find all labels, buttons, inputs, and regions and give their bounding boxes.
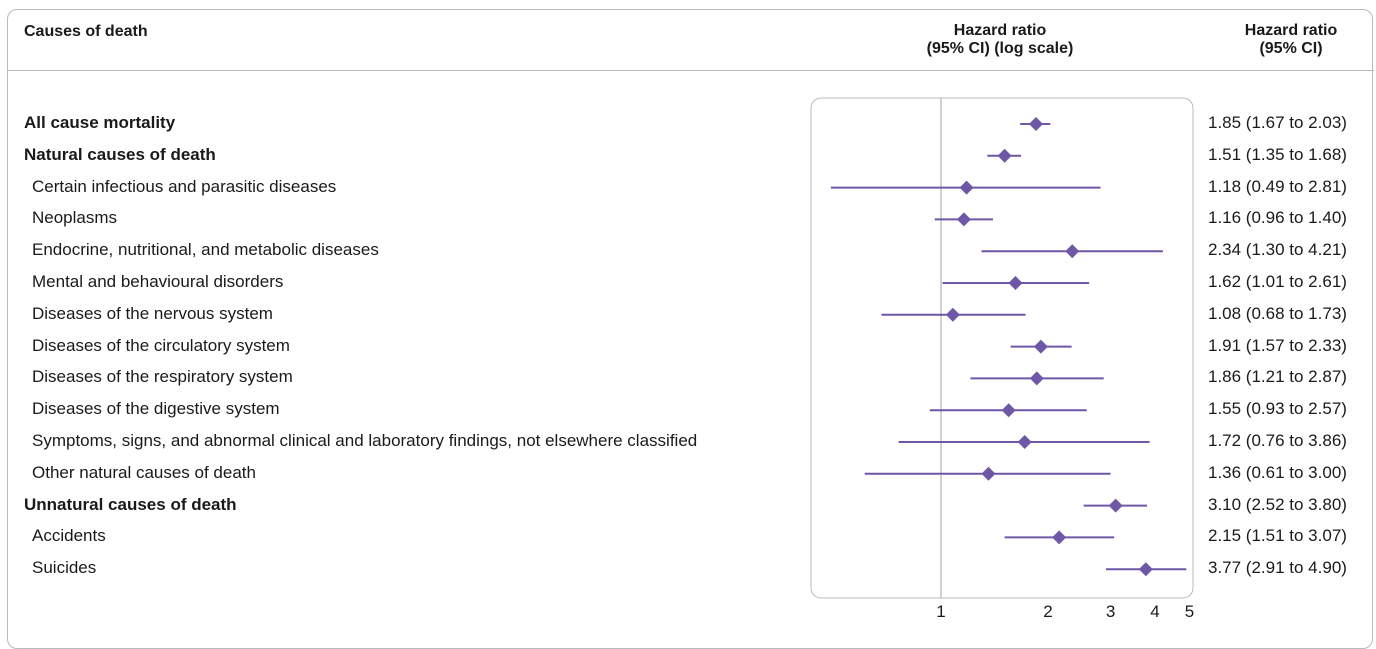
x-tick-label: 4: [1150, 602, 1159, 621]
point-estimate-marker: [1017, 435, 1032, 449]
row-value: 1.91 (1.57 to 2.33): [1208, 335, 1347, 355]
point-estimate-marker: [956, 212, 971, 227]
hr-header-line2: (95% CI): [1259, 40, 1323, 57]
point-estimate-marker: [997, 148, 1012, 163]
point-estimate-marker: [1029, 371, 1044, 386]
plot-header-line2: (95% CI) (log scale): [926, 40, 1074, 57]
row-value: 1.55 (0.93 to 2.57): [1208, 399, 1347, 419]
point-estimate-marker: [1065, 244, 1080, 259]
forest-plot: 1 2 3 4 5: [810, 97, 1194, 621]
row-label: Certain infectious and parasitic disease…: [32, 176, 337, 196]
point-estimate-marker: [1052, 530, 1067, 545]
row-label: Endocrine, nutritional, and metabolic di…: [32, 240, 379, 260]
causes-header-text: Causes of death: [24, 23, 148, 40]
point-estimate-marker: [1001, 403, 1016, 418]
row-value: 1.62 (1.01 to 2.61): [1208, 272, 1347, 291]
row-label: Diseases of the nervous system: [32, 303, 273, 323]
row-label: Diseases of the respiratory system: [32, 367, 293, 387]
x-tick-label: 2: [1043, 602, 1052, 621]
row-value: 1.86 (1.21 to 2.87): [1208, 367, 1347, 387]
row-value: 2.34 (1.30 to 4.21): [1208, 240, 1347, 260]
point-estimate-marker: [1008, 276, 1023, 290]
row-value: 1.18 (0.49 to 2.81): [1208, 176, 1347, 196]
row-label: Accidents: [32, 526, 106, 546]
point-estimate-marker: [981, 466, 996, 481]
row-label: Mental and behavioural disorders: [32, 272, 284, 291]
row-label: Other natural causes of death: [32, 462, 256, 482]
x-tick-label: 5: [1185, 602, 1194, 621]
row-label: Unnatural causes of death: [24, 494, 237, 514]
plot-header: Hazard ratio (95% CI) (log scale): [880, 22, 1120, 58]
header-divider: [8, 70, 1374, 71]
hr-header-line1: Hazard ratio: [1244, 22, 1338, 39]
point-estimate-marker: [1028, 117, 1043, 131]
row-value: 1.08 (0.68 to 1.73): [1208, 303, 1347, 323]
point-estimate-marker: [1138, 562, 1153, 577]
row-value: 1.51 (1.35 to 1.68): [1208, 144, 1347, 164]
point-estimate-marker: [1108, 498, 1123, 513]
hr-header: Hazard ratio (95% CI): [1216, 22, 1366, 58]
row-value: 1.16 (0.96 to 1.40): [1208, 208, 1347, 228]
row-value: 3.77 (2.91 to 4.90): [1208, 558, 1347, 578]
point-estimate-marker: [959, 180, 974, 195]
row-value: 1.36 (0.61 to 3.00): [1208, 462, 1347, 482]
x-tick-label: 3: [1106, 602, 1115, 621]
row-value: 1.85 (1.67 to 2.03): [1208, 113, 1347, 132]
point-estimate-marker: [945, 307, 960, 322]
row-value: 2.15 (1.51 to 3.07): [1208, 526, 1347, 546]
row-label: Natural causes of death: [24, 144, 216, 164]
row-label: Symptoms, signs, and abnormal clinical a…: [32, 431, 698, 450]
row-value: 3.10 (2.52 to 3.80): [1208, 494, 1347, 514]
point-estimate-marker: [1033, 339, 1048, 354]
row-label: Neoplasms: [32, 208, 118, 228]
plot-area-frame: [810, 97, 1194, 599]
plot-header-line1: Hazard ratio: [953, 22, 1047, 39]
row-label: Suicides: [32, 558, 97, 578]
causes-header: Causes of death: [24, 23, 148, 41]
x-tick-label: 1: [936, 602, 945, 621]
row-value: 1.72 (0.76 to 3.86): [1208, 431, 1347, 450]
row-label: Diseases of the digestive system: [32, 399, 280, 419]
row-label: All cause mortality: [24, 113, 176, 132]
row-label: Diseases of the circulatory system: [32, 335, 290, 355]
